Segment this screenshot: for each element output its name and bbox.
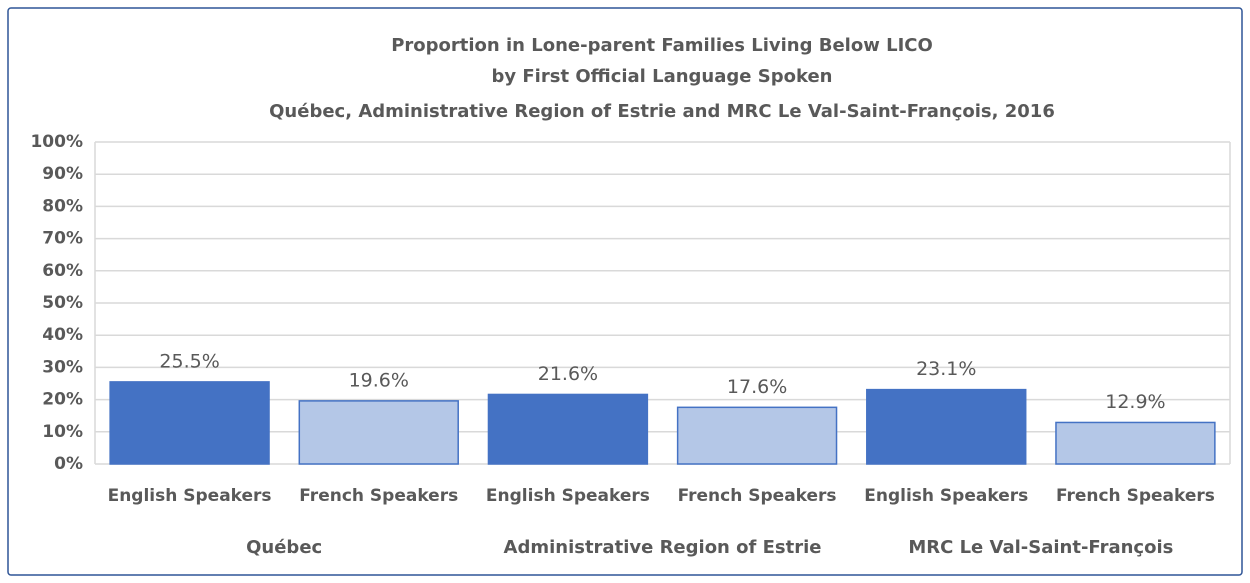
y-tick-label: 70% xyxy=(42,229,83,249)
x-tick-label: French Speakers xyxy=(299,486,458,506)
chart-title: Proportion in Lone-parent Families Livin… xyxy=(391,35,933,56)
chart-title: Québec, Administrative Region of Estrie … xyxy=(269,101,1055,122)
bar xyxy=(866,388,1027,465)
value-label: 17.6% xyxy=(727,376,787,398)
bar xyxy=(298,400,459,465)
group-label: Québec xyxy=(246,537,322,558)
value-label: 25.5% xyxy=(159,350,219,372)
chart-title: by First Official Language Spoken xyxy=(492,66,833,87)
x-tick-label: English Speakers xyxy=(486,486,650,506)
x-tick-label: English Speakers xyxy=(864,486,1028,506)
bar xyxy=(109,381,270,465)
y-tick-label: 90% xyxy=(42,164,83,184)
y-tick-label: 50% xyxy=(42,293,83,313)
x-tick-label: French Speakers xyxy=(1056,486,1215,506)
y-tick-label: 30% xyxy=(42,357,83,377)
x-tick-label: French Speakers xyxy=(678,486,837,506)
value-label: 21.6% xyxy=(538,363,598,385)
bar xyxy=(487,393,649,465)
x-tick-label: English Speakers xyxy=(108,486,272,506)
group-label: MRC Le Val-Saint-François xyxy=(908,537,1173,558)
y-tick-label: 60% xyxy=(42,261,83,281)
y-tick-label: 40% xyxy=(42,325,83,345)
y-tick-label: 20% xyxy=(42,390,83,410)
y-tick-label: 0% xyxy=(54,454,83,474)
bar xyxy=(1055,421,1216,465)
value-label: 23.1% xyxy=(916,358,976,380)
value-label: 12.9% xyxy=(1105,391,1165,413)
y-tick-label: 80% xyxy=(42,196,83,216)
value-label: 19.6% xyxy=(349,369,409,391)
group-label: Administrative Region of Estrie xyxy=(504,537,822,558)
y-tick-label: 100% xyxy=(30,132,83,152)
bar xyxy=(676,406,838,465)
y-tick-label: 10% xyxy=(42,422,83,442)
